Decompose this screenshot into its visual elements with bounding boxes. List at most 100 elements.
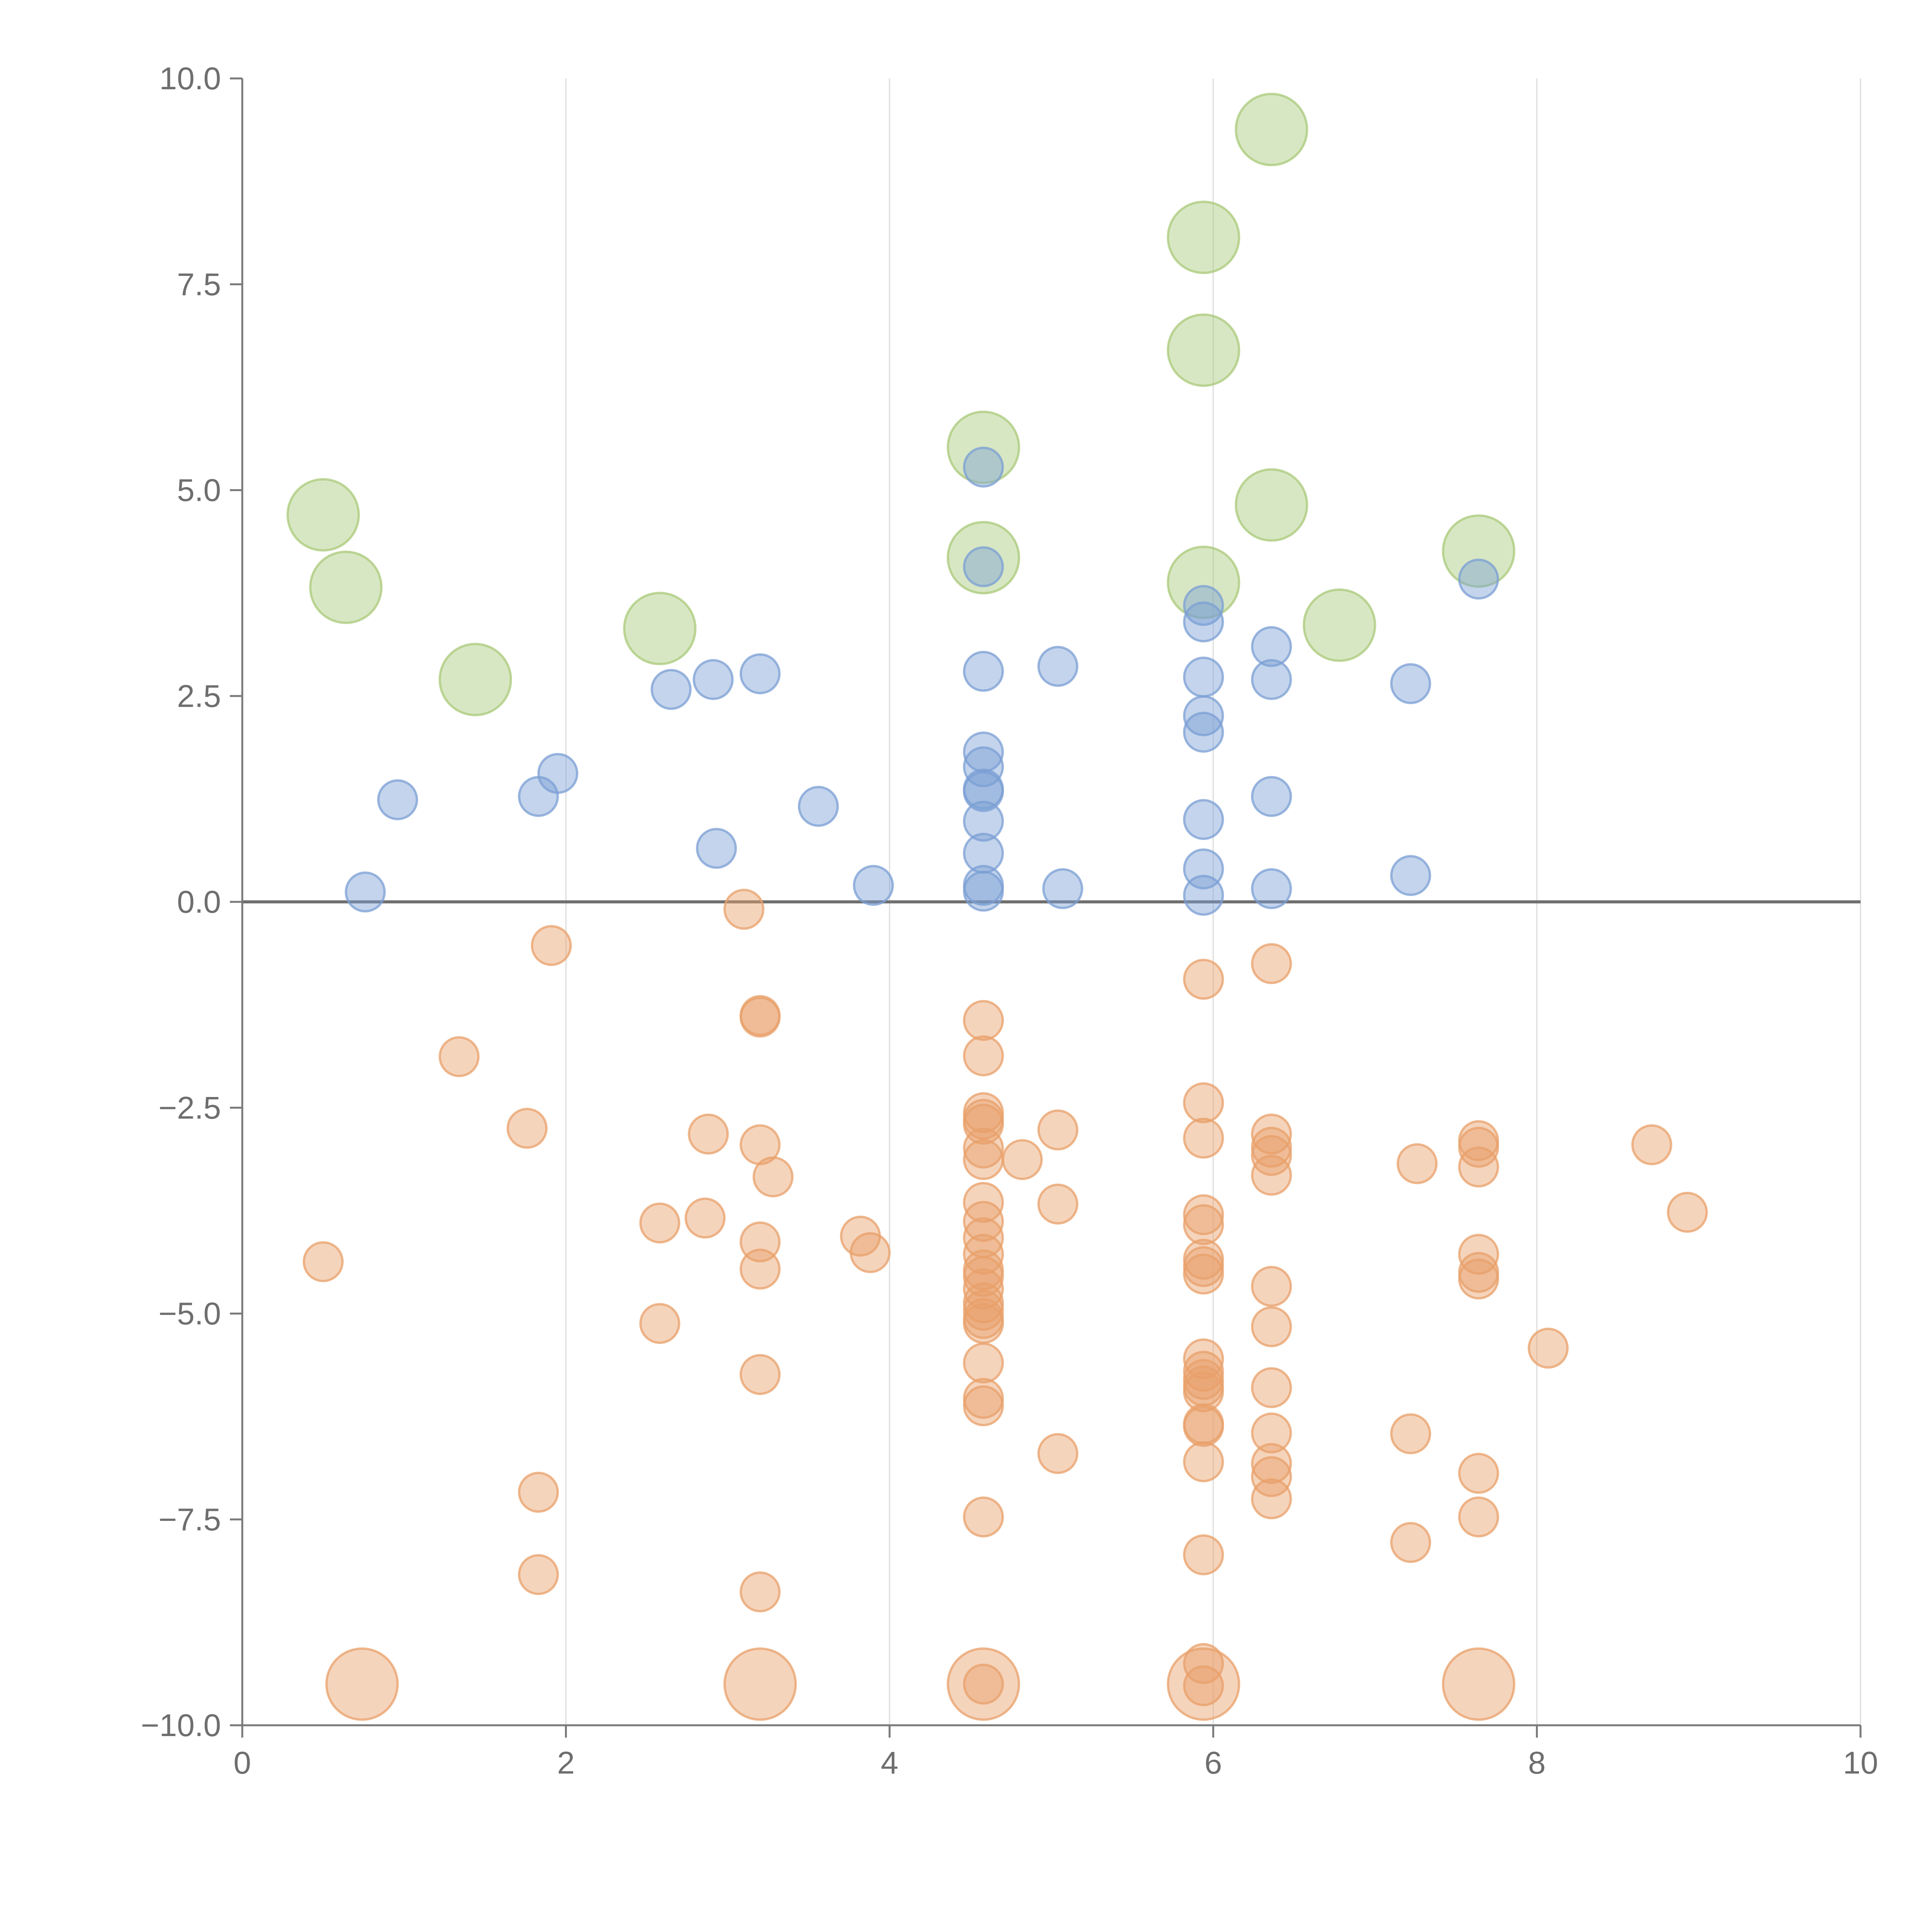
data-point — [1183, 1665, 1224, 1706]
data-point — [1183, 1117, 1224, 1159]
data-point — [963, 1663, 1004, 1705]
x-tick-label: 10 — [1843, 1745, 1878, 1781]
data-point — [1631, 1124, 1672, 1165]
data-point — [684, 1197, 726, 1239]
data-point — [1042, 868, 1083, 909]
data-point — [963, 801, 1004, 842]
data-point — [1183, 695, 1224, 736]
y-tick-label: −2.5 — [158, 1090, 221, 1126]
data-point — [963, 546, 1004, 587]
data-point — [1251, 1367, 1292, 1408]
data-point — [963, 1035, 1004, 1077]
data-point — [963, 771, 1004, 812]
data-point — [1251, 943, 1292, 984]
data-point — [1251, 626, 1292, 667]
data-point — [849, 1232, 891, 1273]
data-point — [1183, 1194, 1224, 1235]
data-point — [1037, 1109, 1078, 1151]
data-point — [1235, 93, 1308, 167]
data-point — [1251, 868, 1292, 909]
data-point — [1303, 588, 1376, 662]
data-point — [1390, 1413, 1431, 1454]
data-point — [1390, 663, 1431, 704]
data-point — [1251, 776, 1292, 817]
data-point — [1183, 585, 1224, 626]
x-tick-label: 6 — [1204, 1745, 1222, 1781]
data-point — [1183, 1643, 1224, 1684]
data-point — [537, 753, 578, 794]
data-point — [309, 550, 383, 624]
data-point — [1390, 855, 1431, 896]
data-point — [1667, 1192, 1708, 1233]
data-point — [696, 828, 737, 869]
data-point — [963, 1268, 1004, 1310]
data-point — [963, 446, 1004, 488]
data-point — [1396, 1143, 1438, 1184]
data-point — [1183, 656, 1224, 698]
data-point — [639, 1202, 680, 1244]
data-point — [1251, 1443, 1292, 1484]
data-point — [1167, 201, 1240, 274]
data-point — [723, 889, 765, 930]
data-point — [325, 1647, 399, 1721]
series-large-lower — [325, 1647, 1515, 1721]
data-point — [439, 1036, 480, 1077]
data-point — [1183, 1082, 1224, 1123]
data-point — [1183, 959, 1224, 1000]
data-point — [1251, 1266, 1292, 1307]
series-large — [286, 93, 1515, 716]
data-point — [1183, 1534, 1224, 1575]
data-point — [1183, 874, 1224, 916]
data-point — [963, 1342, 1004, 1384]
data-point — [692, 659, 734, 700]
data-point — [1183, 1371, 1224, 1412]
data-point — [963, 1496, 1004, 1537]
data-point — [1390, 1522, 1431, 1563]
data-point — [1251, 1412, 1292, 1454]
data-point — [740, 1571, 781, 1612]
data-point — [650, 669, 692, 710]
data-point — [798, 786, 839, 827]
y-tick-label: 10.0 — [159, 61, 221, 96]
data-point — [1183, 1204, 1224, 1245]
data-point — [963, 1139, 1004, 1180]
data-point — [1183, 1253, 1224, 1295]
data-point — [1251, 1306, 1292, 1347]
data-point — [853, 865, 894, 906]
data-point — [740, 1248, 781, 1290]
data-point — [963, 1000, 1004, 1041]
data-point — [1458, 558, 1499, 600]
data-point — [1251, 1113, 1292, 1155]
x-tick-label: 4 — [881, 1745, 898, 1781]
data-point — [963, 1104, 1004, 1145]
data-point — [963, 1385, 1004, 1427]
data-point — [1037, 646, 1078, 687]
data-point — [639, 1303, 680, 1344]
y-tick-label: −7.5 — [158, 1502, 221, 1537]
series-small-lower — [303, 889, 1708, 1706]
data-point — [1183, 712, 1224, 753]
data-point — [963, 1234, 1004, 1275]
data-point — [1458, 1258, 1499, 1299]
data-point — [963, 746, 1004, 787]
y-tick-label: 2.5 — [177, 679, 221, 714]
series-small-upper — [345, 446, 1499, 916]
data-point — [740, 997, 781, 1038]
data-point — [963, 1128, 1004, 1169]
axes: 0 2 4 6 8 10 10.0 7.5 5.0 2.5 0.0 −2.5 −5.0 −7.5 −10.0 — [141, 61, 1878, 1781]
y-tick-label: 0.0 — [177, 884, 221, 920]
data-point — [1458, 1452, 1499, 1494]
data-point — [963, 651, 1004, 692]
data-point — [688, 1113, 729, 1155]
data-point — [1183, 1441, 1224, 1483]
data-point — [1442, 514, 1515, 588]
data-point — [1458, 1234, 1499, 1275]
data-point — [1458, 1496, 1499, 1537]
data-point — [1183, 601, 1224, 643]
data-point — [1251, 1456, 1292, 1497]
data-point — [1251, 1155, 1292, 1196]
data-point — [740, 1354, 781, 1395]
y-tick-label: 5.0 — [177, 473, 221, 508]
x-tick-label: 2 — [557, 1745, 575, 1781]
